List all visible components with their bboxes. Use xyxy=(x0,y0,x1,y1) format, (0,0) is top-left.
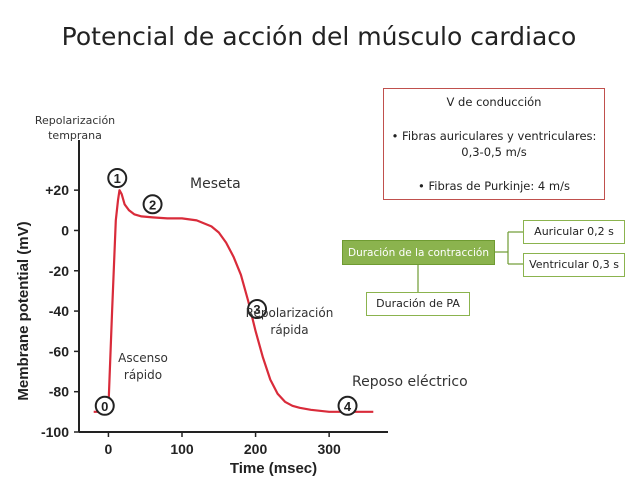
phase-marker-2 xyxy=(142,194,163,215)
ventricular-node: Ventricular 0,3 s xyxy=(523,253,625,277)
phase-number-1: 1 xyxy=(114,171,121,186)
auricular-node: Auricular 0,2 s xyxy=(523,220,625,244)
x-tick-label: 0 xyxy=(105,441,113,457)
annotation-repolarizacion-rapida: Repolarización rápida xyxy=(245,306,334,337)
y-tick-label: -100 xyxy=(41,424,69,440)
phase-marker-1 xyxy=(107,168,128,189)
conduction-line-fibers-value: 0,3-0,5 m/s xyxy=(461,145,527,159)
phase-number-0: 0 xyxy=(101,399,108,414)
x-tick-label: 100 xyxy=(170,441,194,457)
page-title: Potencial de acción del músculo cardiaco xyxy=(61,22,577,51)
phase-marker-4 xyxy=(337,395,358,416)
phase-number-2: 2 xyxy=(149,197,156,212)
conduction-line-purkinje: • Fibras de Purkinje: 4 m/s xyxy=(418,179,570,193)
y-tick-label: -60 xyxy=(49,343,69,359)
duracion-pa-node: Duración de PA xyxy=(366,292,470,316)
y-tick-label: -80 xyxy=(49,384,69,400)
phase-marker-0 xyxy=(94,395,115,416)
y-axis-label: Membrane potential (mV) xyxy=(15,221,32,400)
annotation-ascenso-rapido: Ascenso rápido xyxy=(118,351,168,382)
x-axis-label: Time (msec) xyxy=(230,460,317,477)
phase-number-3: 3 xyxy=(253,302,260,317)
x-tick-label: 300 xyxy=(317,441,341,457)
y-tick-label: -40 xyxy=(49,303,69,319)
y-tick-label: +20 xyxy=(45,182,69,198)
y-tick-label: -20 xyxy=(49,263,69,279)
x-tick-label: 200 xyxy=(244,441,268,457)
action-potential-curve xyxy=(93,189,374,413)
annotation-reposo-electrico: Reposo eléctrico xyxy=(352,374,468,390)
phase-number-4: 4 xyxy=(344,399,352,414)
conduction-velocity-box: V de conducción • Fibras auriculares y v… xyxy=(383,88,605,200)
conduction-line-fibers: • Fibras auriculares y ventriculares: xyxy=(391,129,597,143)
duracion-contraccion-node: Duración de la contracción xyxy=(342,240,495,265)
conduction-heading: V de conducción xyxy=(446,95,542,109)
phase-marker-3 xyxy=(247,299,268,320)
annotation-meseta: Meseta xyxy=(190,176,241,192)
y-tick-label: 0 xyxy=(61,222,69,238)
annotation-repolarizacion-temprana: Repolarización temprana xyxy=(34,114,116,142)
